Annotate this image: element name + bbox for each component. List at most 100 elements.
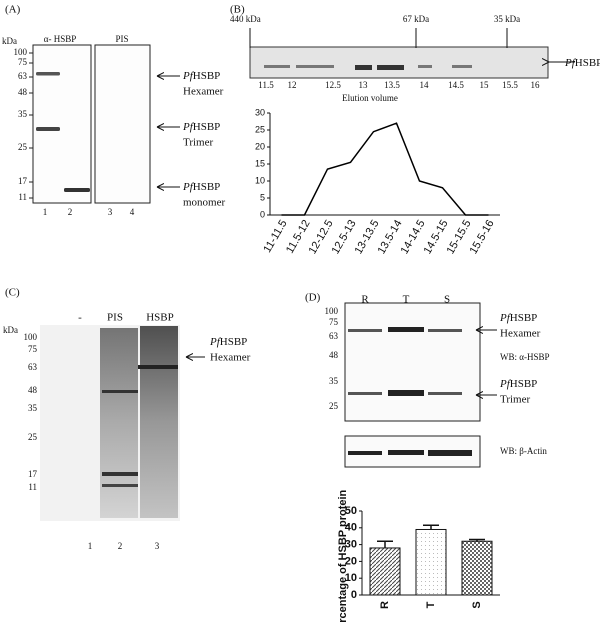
band <box>377 65 404 70</box>
size-label: 35 kDa <box>494 14 520 24</box>
blot <box>344 302 481 422</box>
marker-label: 75 <box>329 317 339 327</box>
annotation-name: HSBP <box>575 57 600 69</box>
annotation-prefix: Pf <box>499 378 512 390</box>
elution-volume: 16 <box>531 80 541 90</box>
size-label: 67 kDa <box>403 14 429 24</box>
band <box>355 65 372 70</box>
bar <box>461 540 493 596</box>
smear <box>140 326 178 518</box>
panel-label: (C) <box>5 287 20 299</box>
annotation-form: Hexamer <box>210 352 251 364</box>
marker-label: 48 <box>18 87 28 97</box>
marker-label: 75 <box>18 57 28 67</box>
annotation-form: Trimer <box>500 394 530 406</box>
x-tick-label: T <box>425 601 437 608</box>
marker-label: 17 <box>28 469 38 479</box>
y-tick-label: 20 <box>345 555 357 567</box>
marker-label: 63 <box>18 71 28 81</box>
annotation-form: Trimer <box>183 137 213 149</box>
band <box>102 484 138 487</box>
annotation-name: HSBP <box>193 181 221 193</box>
y-tick-label: 50 <box>345 505 357 517</box>
annotation: PfHSBP <box>499 312 537 324</box>
y-axis-label: Percentage of HSBP protein <box>337 489 349 623</box>
annotation-form: monomer <box>183 197 225 209</box>
elution-volume: 15.5 <box>502 80 518 90</box>
x-tick-label: R <box>379 601 391 609</box>
y-tick-label: 40 <box>345 522 357 534</box>
marker-label: 35 <box>28 403 38 413</box>
band <box>36 72 60 76</box>
elution-volume: 14.5 <box>448 80 464 90</box>
error-bar <box>469 538 485 542</box>
gel <box>94 44 151 204</box>
band <box>36 127 60 131</box>
annotation-prefix: Pf <box>209 336 222 348</box>
annotation-name: HSBP <box>193 70 221 82</box>
y-tick-label: 25 <box>255 124 265 134</box>
band <box>428 450 472 456</box>
blot-label: WB: α-HSBP <box>500 352 549 362</box>
band <box>348 392 382 395</box>
y-tick-label: 15 <box>255 158 265 168</box>
lane-number: 2 <box>68 207 73 217</box>
annotation: PfHSBP <box>182 121 220 133</box>
marker-label: 63 <box>28 362 38 372</box>
lane-number: 1 <box>88 541 93 551</box>
panel-label: (A) <box>5 4 21 16</box>
smear <box>100 328 138 518</box>
unit-label: kDa <box>3 325 18 335</box>
annotation: PfHSBP <box>499 378 537 390</box>
marker-label: 25 <box>28 432 38 442</box>
axis-label: Elution volume <box>342 93 398 103</box>
annotation-name: HSBP <box>193 121 221 133</box>
x-tick-label: S <box>471 601 483 608</box>
annotation-form: Hexamer <box>500 328 541 340</box>
error-bar <box>423 524 439 530</box>
band <box>452 65 472 68</box>
lane-number: 3 <box>155 541 160 551</box>
annotation: PfHSBP <box>564 57 600 69</box>
y-tick-label: 0 <box>351 589 357 601</box>
marker-label: 11 <box>28 482 37 492</box>
marker-label: 100 <box>24 332 38 342</box>
marker-label: 100 <box>14 47 28 57</box>
band <box>296 65 334 68</box>
elution-volume: 12 <box>288 80 297 90</box>
lane-header: PIS <box>107 312 123 324</box>
line-series <box>281 122 489 216</box>
marker-label: 17 <box>18 176 28 186</box>
annotation-name: HSBP <box>510 312 538 324</box>
lane-number: 2 <box>118 541 123 551</box>
panel-label: (B) <box>230 4 245 16</box>
annotation: PfHSBP <box>182 70 220 82</box>
size-label: 440 kDa <box>230 14 261 24</box>
y-tick-label: 10 <box>345 572 357 584</box>
annotation-prefix: Pf <box>564 57 577 69</box>
blot-label: WB: β-Actin <box>500 446 547 456</box>
annotation-prefix: Pf <box>182 70 195 82</box>
lane-header: - <box>78 312 82 324</box>
lane-header: PIS <box>115 34 128 44</box>
band <box>428 329 462 332</box>
band <box>348 329 382 332</box>
marker-label: 63 <box>329 331 339 341</box>
error-bar <box>377 540 393 548</box>
panel-label: (D) <box>305 292 321 304</box>
lane-header: S <box>444 294 450 306</box>
marker-label: 48 <box>329 350 339 360</box>
band <box>348 451 382 455</box>
band <box>102 390 138 393</box>
band <box>388 327 424 332</box>
gel <box>249 46 549 79</box>
marker-label: 75 <box>28 344 38 354</box>
y-tick-label: 10 <box>255 175 265 185</box>
y-tick-label: 5 <box>260 192 265 202</box>
annotation-name: HSBP <box>510 378 538 390</box>
marker-label: 25 <box>329 401 339 411</box>
marker-label: 100 <box>325 306 339 316</box>
elution-volume: 13.5 <box>384 80 400 90</box>
lane-header: T <box>403 294 410 306</box>
